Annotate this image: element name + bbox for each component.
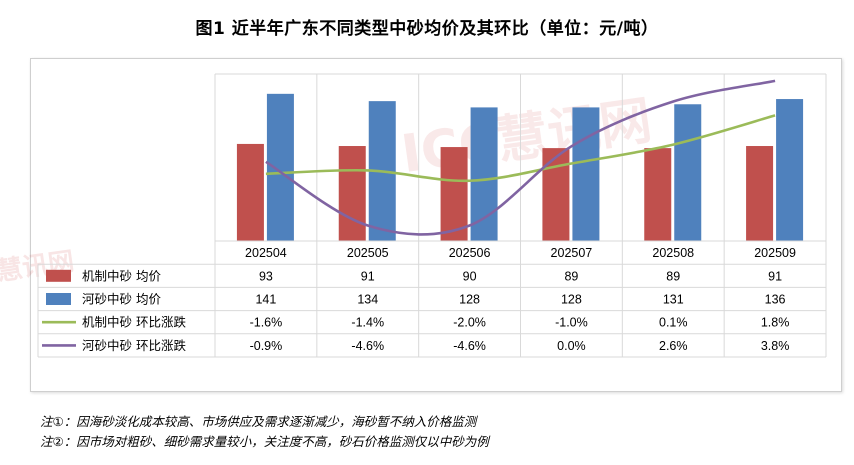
footnote-1: 注①：因海砂淡化成本较高、市场供应及需求逐渐减少，海砂暂不纳入价格监测 bbox=[40, 414, 477, 429]
data-value: 136 bbox=[765, 293, 786, 307]
line-machine-sand-mom bbox=[265, 114, 776, 183]
bar-machine-sand bbox=[440, 147, 468, 241]
data-value: -1.6% bbox=[250, 316, 283, 330]
data-value: -1.4% bbox=[351, 316, 384, 330]
category-label: 202505 bbox=[347, 246, 389, 260]
legend-key bbox=[46, 269, 71, 282]
chart-frame bbox=[30, 58, 842, 392]
legend-key bbox=[46, 293, 71, 305]
line-river-sand-mom bbox=[265, 79, 776, 236]
data-value: 91 bbox=[361, 269, 375, 283]
data-value: -2.0% bbox=[453, 316, 486, 330]
category-label: 202509 bbox=[754, 246, 796, 260]
data-value: 0.0% bbox=[557, 339, 586, 353]
chart-title: 图1 近半年广东不同类型中砂均价及其环比（单位：元/吨） bbox=[195, 19, 659, 39]
data-value: 1.8% bbox=[761, 316, 790, 330]
bar-river-sand bbox=[674, 104, 702, 241]
data-value: -1.0% bbox=[555, 316, 588, 330]
footnotes: 注①：因海砂淡化成本较高、市场供应及需求逐渐减少，海砂暂不纳入价格监测 注②：因… bbox=[40, 412, 489, 452]
series-name: 河砂中砂 环比涨跌 bbox=[82, 338, 186, 353]
data-value: 131 bbox=[663, 293, 684, 307]
series-name: 机制中砂 环比涨跌 bbox=[82, 315, 186, 330]
bar-machine-sand bbox=[236, 143, 264, 241]
data-value: 128 bbox=[561, 293, 582, 307]
data-value: 2.6% bbox=[659, 339, 688, 353]
category-label: 202506 bbox=[449, 246, 491, 260]
data-value: 0.1% bbox=[659, 316, 688, 330]
bar-machine-sand bbox=[746, 146, 774, 241]
data-value: 89 bbox=[564, 269, 578, 283]
line-layer bbox=[265, 79, 776, 236]
data-value: -0.9% bbox=[250, 339, 283, 353]
footnote-2: 注②：因市场对粗砂、细砂需求量较小，关注度不高，砂石价格监测仅以中砂为例 bbox=[40, 434, 489, 449]
data-value: -4.6% bbox=[453, 339, 486, 353]
grid-layer bbox=[214, 73, 827, 357]
data-value: 141 bbox=[255, 293, 276, 307]
data-value: 3.8% bbox=[761, 339, 790, 353]
data-value: 134 bbox=[357, 293, 378, 307]
bar-river-sand bbox=[572, 107, 600, 242]
bar-river-sand bbox=[266, 93, 294, 241]
category-label: 202508 bbox=[652, 246, 694, 260]
bar-machine-sand bbox=[644, 148, 672, 241]
bar-machine-sand bbox=[542, 148, 570, 241]
data-value: -4.6% bbox=[351, 339, 384, 353]
category-label: 202507 bbox=[551, 246, 593, 260]
bar-machine-sand bbox=[338, 146, 366, 241]
series-name: 河砂中砂 均价 bbox=[82, 292, 161, 307]
bar-river-sand bbox=[776, 99, 804, 241]
series-name: 机制中砂 均价 bbox=[82, 268, 161, 283]
data-value: 89 bbox=[666, 269, 680, 283]
data-value: 91 bbox=[768, 269, 782, 283]
data-value: 90 bbox=[463, 269, 477, 283]
data-value: 128 bbox=[459, 293, 480, 307]
data-table: 202504 202505 202506 202507 202508 202509 机制中砂… bbox=[37, 240, 826, 358]
bar-river-sand bbox=[470, 107, 498, 242]
category-label: 202504 bbox=[245, 246, 287, 260]
data-value: 93 bbox=[259, 269, 273, 283]
